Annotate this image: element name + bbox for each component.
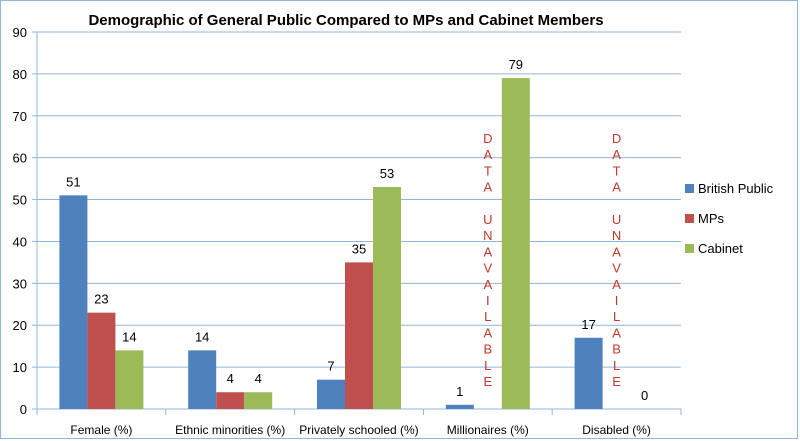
bar-cabinet-ethnic-minorities (244, 392, 273, 409)
bar-british-public-privately-schooled (317, 379, 345, 409)
y-tick-label-0: 0 (20, 402, 27, 417)
chart-title: Demographic of General Public Compared t… (88, 12, 603, 29)
x-tick-label-female: Female (%) (70, 423, 132, 437)
legend-swatch-cabinet (685, 244, 694, 253)
bars (59, 78, 603, 410)
data-label-cabinet-ethnic-minorities: 4 (255, 371, 262, 386)
legend-label-mps: MPs (698, 211, 725, 226)
data-label-cabinet-privately-schooled: 53 (380, 166, 394, 181)
x-tick-label-millionaires: Millionaires (%) (447, 423, 529, 437)
bar-mps-ethnic-minorities (216, 392, 245, 409)
bar-cabinet-female (115, 350, 144, 409)
bar-british-public-millionaires (445, 404, 474, 409)
y-tick-label-90: 90 (13, 25, 27, 40)
y-tick-label-60: 60 (13, 151, 27, 166)
data-label-cabinet-female: 14 (122, 329, 136, 344)
bar-british-public-disabled (574, 337, 603, 409)
bar-mps-female (87, 312, 116, 409)
legend-swatch-british-public (685, 184, 694, 193)
data-label-mps-privately-schooled: 35 (352, 241, 366, 256)
bar-british-public-female (59, 195, 88, 409)
y-tick-label-20: 20 (13, 318, 27, 333)
bar-mps-privately-schooled (345, 262, 373, 409)
bar-cabinet-millionaires (501, 78, 530, 410)
data-label-british-public-female: 51 (66, 174, 80, 189)
data-label-mps-female: 23 (94, 292, 108, 307)
x-tick-label-disabled: Disabled (%) (582, 423, 651, 437)
bar-cabinet-privately-schooled (373, 186, 401, 409)
y-tick-label-30: 30 (13, 276, 27, 291)
data-label-mps-ethnic-minorities: 4 (227, 371, 234, 386)
data-label-british-public-ethnic-minorities: 14 (195, 329, 209, 344)
data-label-british-public-privately-schooled: 7 (327, 359, 334, 374)
data-label-british-public-disabled: 17 (581, 317, 595, 332)
y-tick-label-10: 10 (13, 360, 27, 375)
y-tick-label-70: 70 (13, 109, 27, 124)
y-tick-label-40: 40 (13, 234, 27, 249)
legend: British Public MPs Cabinet (685, 181, 774, 256)
bar-british-public-ethnic-minorities (188, 350, 217, 409)
y-tick-label-80: 80 (13, 67, 27, 82)
legend-swatch-mps (685, 214, 694, 223)
data-labels: 51 23 14 14 4 4 7 35 53 1 79 17 0 D A T A U N A V A I L A B L E D A T A… (66, 57, 648, 403)
data-label-british-public-millionaires: 1 (456, 384, 463, 399)
gridlines (37, 31, 681, 410)
x-tick-label-privately-schooled: Privately schooled (%) (299, 423, 418, 437)
data-label-cabinet-millionaires: 79 (509, 57, 523, 72)
y-tick-label-50: 50 (13, 193, 27, 208)
legend-label-cabinet: Cabinet (698, 241, 743, 256)
x-tick-label-ethnic-minorities: Ethnic minorities (%) (175, 423, 285, 437)
data-label-cabinet-disabled: 0 (641, 388, 648, 403)
legend-label-british-public: British Public (698, 181, 774, 196)
